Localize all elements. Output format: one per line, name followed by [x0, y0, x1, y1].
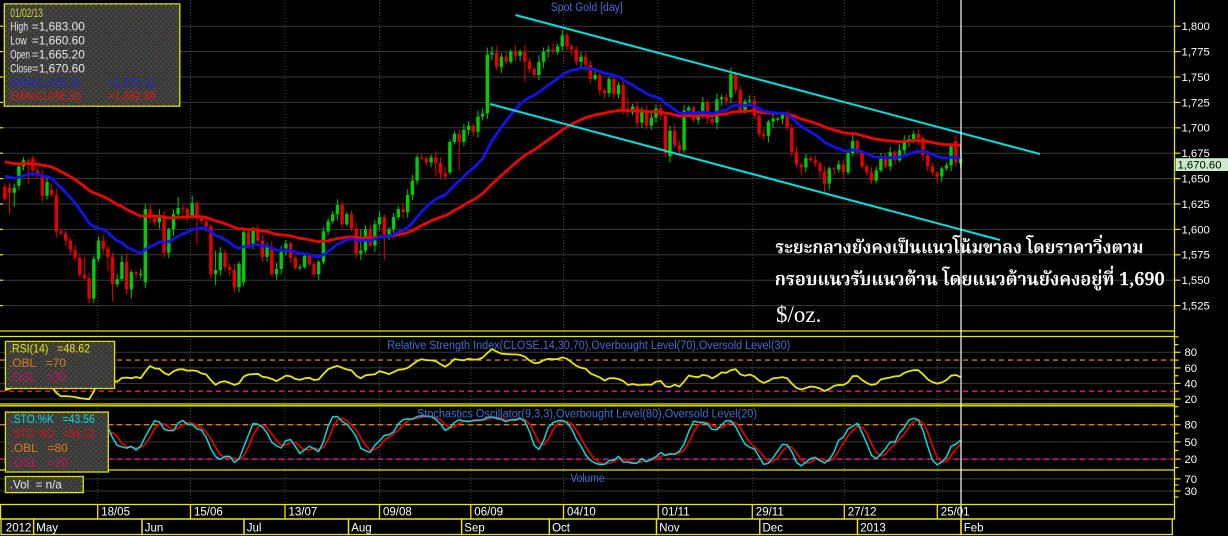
svg-text:09/08: 09/08 [383, 507, 412, 519]
svg-text:60: 60 [1185, 363, 1198, 375]
svg-text:.Vol = n/a: .Vol = n/a [10, 477, 62, 491]
svg-text:13/07: 13/07 [289, 507, 318, 519]
svg-text:Aug: Aug [351, 523, 371, 535]
svg-text:1,525: 1,525 [1182, 301, 1210, 313]
svg-text:.EMAV(CLOSE,20): .EMAV(CLOSE,20) [8, 75, 81, 89]
svg-text:=1,672.11: =1,672.11 [108, 75, 155, 89]
svg-text:Nov: Nov [659, 523, 680, 535]
svg-text:Open: Open [10, 48, 30, 62]
svg-text:25/01: 25/01 [941, 507, 970, 519]
svg-text:Relative Strength Index(CLOSE,: Relative Strength Index(CLOSE,14,30,70),… [387, 340, 790, 352]
svg-text:=1,660.60: =1,660.60 [32, 34, 85, 48]
svg-text:01/02/13: 01/02/13 [10, 6, 43, 20]
svg-text:Stochastics Oscillator(9,3,3),: Stochastics Oscillator(9,3,3),Overbought… [417, 408, 757, 420]
svg-text:1,675: 1,675 [1182, 148, 1210, 160]
svg-text:=1,670.60: =1,670.60 [32, 61, 85, 75]
svg-text:.OSL =20: .OSL =20 [11, 456, 68, 470]
svg-text:18/05: 18/05 [101, 507, 130, 519]
svg-text:Oct: Oct [552, 523, 571, 535]
svg-text:80: 80 [1185, 347, 1198, 359]
svg-text:1,575: 1,575 [1182, 250, 1210, 262]
svg-text:.EMAV(CLOSE,50): .EMAV(CLOSE,50) [8, 89, 81, 103]
svg-text:=1,665.20: =1,665.20 [32, 48, 85, 62]
svg-text:.STO.%K =43.56: .STO.%K =43.56 [11, 412, 95, 426]
svg-text:Sep: Sep [464, 523, 484, 535]
svg-text:High: High [10, 20, 28, 34]
svg-text:27/12: 27/12 [848, 507, 877, 519]
svg-text:1,775: 1,775 [1182, 47, 1210, 59]
svg-text:30: 30 [1185, 486, 1198, 498]
svg-text:Volume: Volume [571, 473, 605, 485]
svg-text:Jun: Jun [145, 523, 164, 535]
svg-text:1,700: 1,700 [1182, 123, 1210, 135]
svg-text:1,550: 1,550 [1182, 275, 1210, 287]
svg-text:1,670.60: 1,670.60 [1178, 159, 1222, 171]
svg-text:.OSL =30: .OSL =30 [9, 370, 66, 384]
svg-text:.STO.%D =36.12: .STO.%D =36.12 [11, 426, 95, 440]
svg-text:50: 50 [1185, 437, 1198, 449]
svg-text:=1,683.00: =1,683.00 [32, 20, 85, 34]
svg-text:20: 20 [1185, 394, 1198, 406]
svg-text:$/oz.: $/oz. [776, 302, 821, 327]
svg-text:70: 70 [1185, 474, 1198, 486]
svg-text:1,725: 1,725 [1182, 97, 1210, 109]
svg-text:Dec: Dec [763, 523, 784, 535]
svg-text:29/11: 29/11 [756, 507, 784, 519]
svg-text:Close: Close [10, 61, 32, 75]
svg-text:=1,682.89: =1,682.89 [108, 89, 155, 103]
svg-text:15/06: 15/06 [194, 507, 223, 519]
svg-text:.OBL =70: .OBL =70 [9, 356, 66, 370]
svg-text:06/09: 06/09 [474, 507, 503, 519]
svg-text:Feb: Feb [964, 523, 984, 535]
svg-text:1,600: 1,600 [1182, 224, 1210, 236]
svg-text:May: May [36, 523, 58, 535]
svg-text:1,750: 1,750 [1182, 72, 1210, 84]
svg-text:1,650: 1,650 [1182, 174, 1210, 186]
svg-text:.RSI(14) =48.62: .RSI(14) =48.62 [9, 342, 90, 356]
svg-text:2012: 2012 [6, 523, 32, 535]
svg-text:Low: Low [10, 34, 27, 48]
svg-text:1,625: 1,625 [1182, 199, 1210, 211]
svg-text:Jul: Jul [247, 523, 262, 535]
svg-text:2013: 2013 [860, 523, 886, 535]
svg-text:40: 40 [1185, 378, 1198, 390]
svg-text:04/10: 04/10 [567, 507, 596, 519]
svg-text:01/11: 01/11 [662, 507, 690, 519]
svg-text:1,800: 1,800 [1182, 21, 1210, 33]
svg-text:80: 80 [1185, 420, 1198, 432]
svg-text:Spot Gold [day]: Spot Gold [day] [551, 2, 623, 14]
svg-text:.OBL =80: .OBL =80 [11, 441, 68, 455]
svg-text:20: 20 [1185, 454, 1198, 466]
